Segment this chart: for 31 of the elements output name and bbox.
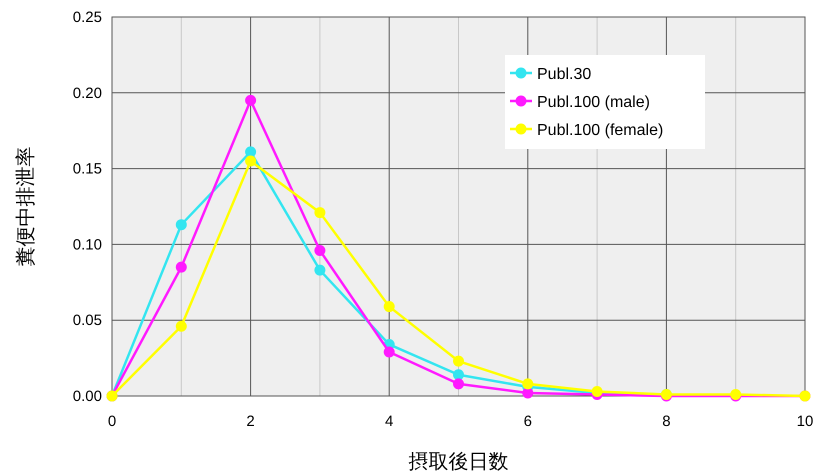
point	[245, 146, 256, 158]
x-tick-label: 4	[385, 413, 394, 430]
point	[384, 346, 395, 358]
x-tick-label: 2	[246, 413, 255, 430]
point	[245, 156, 256, 167]
point	[314, 207, 326, 218]
point	[245, 94, 256, 106]
point	[176, 320, 187, 332]
point	[314, 244, 326, 256]
x-tick-label: 0	[108, 413, 116, 430]
point	[453, 369, 464, 380]
point	[314, 264, 326, 276]
y-tick-label: 0.00	[72, 388, 102, 405]
y-tick-label: 0.15	[72, 160, 102, 178]
point	[453, 378, 464, 390]
y-tick-label: 0.20	[72, 84, 102, 102]
point	[176, 219, 187, 230]
point	[384, 301, 395, 312]
y-tick-label: 0.25	[72, 9, 102, 26]
legend-label: Publ.100 (male)	[537, 94, 650, 111]
y-axis-title: 糞便中排泄率	[15, 146, 37, 266]
x-tick-label: 8	[662, 413, 671, 430]
x-tick-label: 6	[524, 413, 532, 430]
y-tick-label: 0.10	[72, 236, 102, 254]
legend-label: Publ.100 (female)	[537, 122, 664, 139]
x-axis-title: 摂取後日数	[408, 451, 508, 473]
x-tick-label: 10	[796, 413, 814, 430]
legend-label: Publ.30	[537, 66, 592, 83]
point	[176, 262, 187, 273]
y-tick-label: 0.05	[72, 312, 102, 330]
point	[453, 356, 464, 367]
